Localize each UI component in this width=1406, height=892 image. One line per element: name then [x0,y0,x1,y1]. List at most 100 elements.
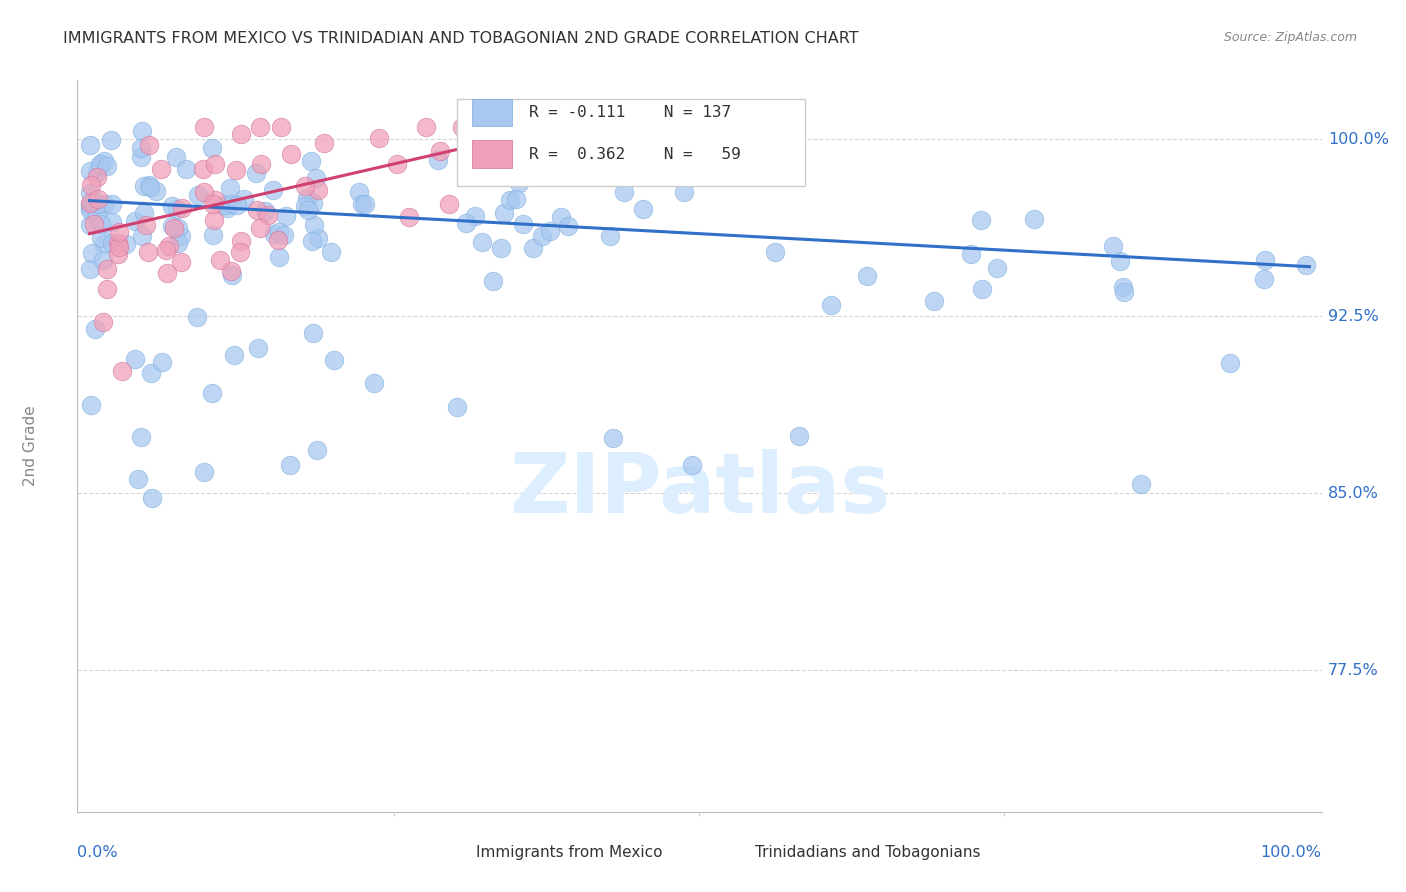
Point [232,192,254,206]
Point [229,234,252,248]
Point [249,157,271,171]
Point [138,178,160,193]
Point [595,135,617,149]
Point [305,442,328,457]
Point [219,180,242,194]
Point [295,191,318,205]
Text: Source: ZipAtlas.com: Source: ZipAtlas.com [1223,31,1357,45]
Point [472,120,495,135]
Point [446,401,468,415]
Point [363,376,385,390]
Point [170,201,193,215]
Point [269,250,291,264]
Point [347,185,370,199]
Point [201,385,224,400]
Point [249,221,271,235]
Point [110,364,132,378]
Point [262,183,284,197]
Text: IMMIGRANTS FROM MEXICO VS TRINIDADIAN AND TOBAGONIAN 2ND GRADE CORRELATION CHART: IMMIGRANTS FROM MEXICO VS TRINIDADIAN AN… [63,31,859,46]
Text: R =  0.362    N =   59: R = 0.362 N = 59 [529,146,741,161]
Point [96,159,118,173]
Point [855,269,877,284]
Point [89,157,111,171]
Point [512,217,534,231]
Text: 92.5%: 92.5% [1327,309,1379,324]
Point [215,201,238,215]
Point [986,261,1008,276]
Point [221,268,243,283]
Point [820,298,842,312]
Point [602,431,624,445]
Point [922,293,945,308]
Point [531,228,554,243]
Point [129,140,152,154]
Point [461,159,484,173]
Point [132,205,155,219]
Point [523,154,546,169]
Point [136,244,159,259]
Point [100,196,122,211]
Point [91,315,114,329]
Point [323,353,346,368]
Point [1129,477,1152,491]
Point [124,213,146,227]
Point [263,227,285,241]
Point [294,199,316,213]
Point [613,185,636,199]
Point [79,186,101,200]
Point [308,231,330,245]
Point [222,348,245,362]
Point [464,209,486,223]
Point [166,202,188,216]
Point [209,253,232,268]
Point [219,263,242,277]
Point [90,230,112,244]
Point [82,194,104,208]
Point [276,210,298,224]
Point [193,186,215,200]
Point [201,227,224,242]
Point [673,185,696,199]
Point [202,213,225,227]
Point [93,196,115,211]
Text: Immigrants from Mexico: Immigrants from Mexico [475,846,662,860]
Point [129,150,152,164]
Point [1111,280,1133,294]
Point [681,458,703,473]
Point [538,224,561,238]
Point [302,195,325,210]
Point [186,310,208,325]
Point [245,166,267,180]
Text: 2nd Grade: 2nd Grade [22,406,38,486]
Point [1112,285,1135,300]
Point [301,234,323,248]
Point [256,209,278,223]
Point [505,192,527,206]
Point [437,197,460,211]
Point [79,218,101,232]
Point [150,355,173,369]
Point [86,208,108,222]
Point [1102,239,1125,253]
Point [494,205,516,219]
Point [454,216,477,230]
Point [763,244,786,259]
Point [280,147,302,161]
Point [1254,252,1277,267]
Point [550,210,572,224]
Point [193,120,215,135]
Text: 0.0%: 0.0% [77,845,118,860]
Point [139,180,162,194]
Point [354,197,377,211]
Point [267,233,290,247]
Point [1253,272,1275,286]
Point [627,127,650,141]
Point [599,228,621,243]
Point [278,458,301,473]
Point [83,217,105,231]
Point [127,472,149,486]
Point [84,322,107,336]
Point [302,326,325,340]
Point [79,202,101,217]
Point [219,197,242,211]
